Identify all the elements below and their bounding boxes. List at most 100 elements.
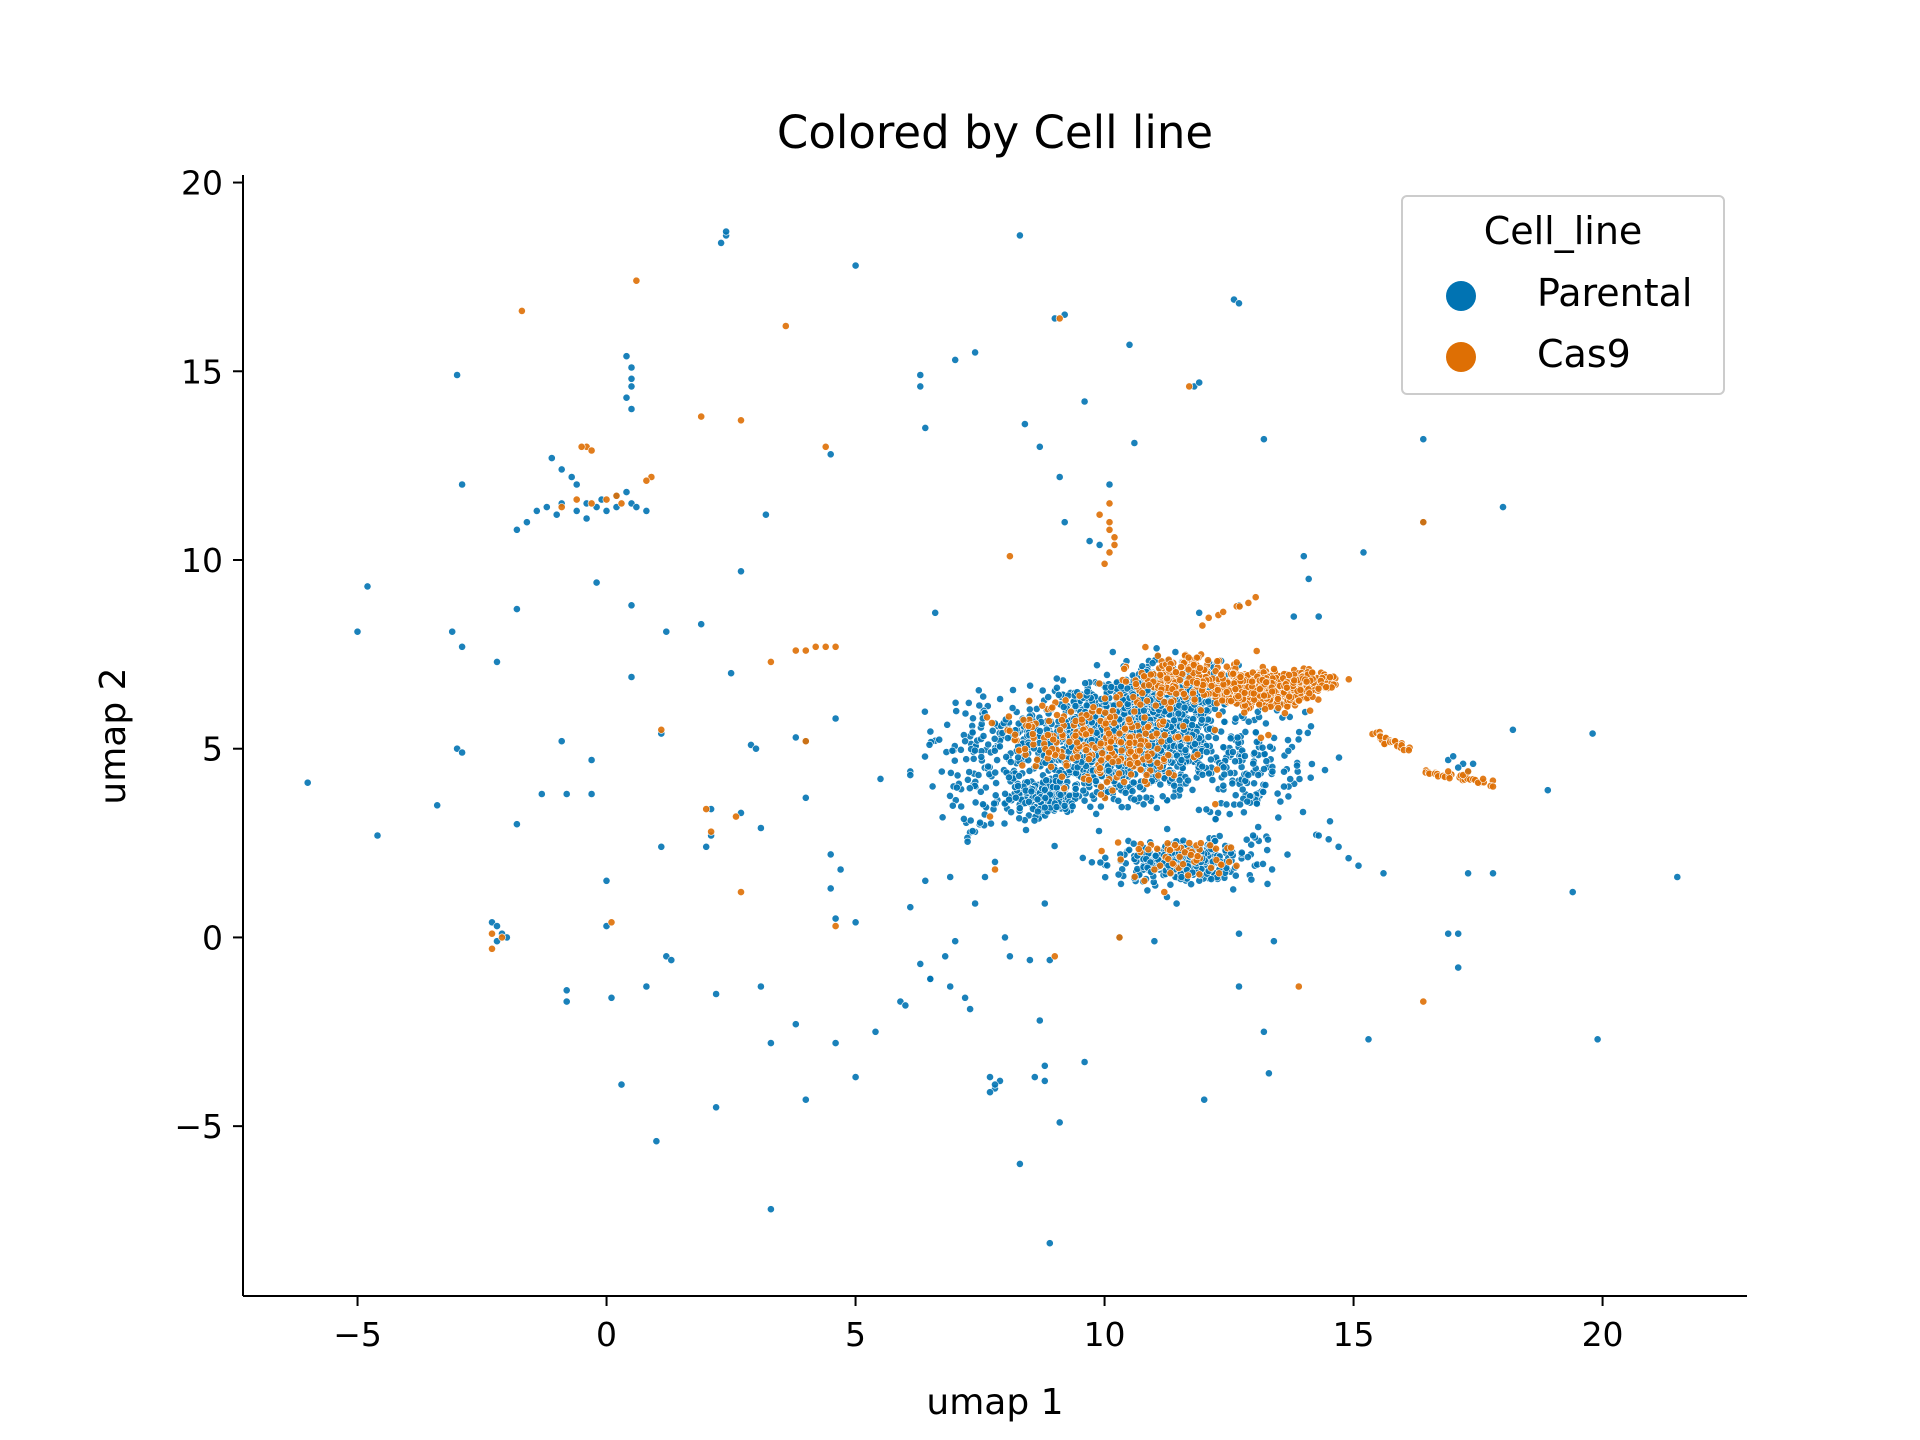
y-tick-label: 20 bbox=[181, 164, 223, 203]
data-point-cas9 bbox=[1195, 870, 1204, 879]
data-point-cas9 bbox=[1140, 876, 1149, 885]
data-point-parental bbox=[1103, 861, 1112, 870]
data-point-cas9 bbox=[1160, 888, 1169, 896]
data-point-parental bbox=[1172, 899, 1181, 908]
data-point-cas9 bbox=[1058, 772, 1066, 781]
data-point-cas9 bbox=[1140, 713, 1149, 722]
data-point-parental bbox=[1082, 701, 1091, 710]
data-point-cas9 bbox=[612, 491, 621, 500]
data-point-parental bbox=[1237, 848, 1246, 857]
data-point-cas9 bbox=[1047, 762, 1055, 771]
data-point-cas9 bbox=[498, 933, 506, 942]
data-point-cas9 bbox=[1097, 847, 1106, 855]
chart-title: Colored by Cell line bbox=[777, 106, 1213, 159]
data-point-cas9 bbox=[1264, 731, 1273, 739]
data-point-parental bbox=[976, 818, 984, 827]
data-point-parental bbox=[762, 510, 770, 519]
data-point-cas9 bbox=[1222, 688, 1231, 696]
data-point-parental bbox=[607, 993, 616, 1002]
data-point-cas9 bbox=[1025, 697, 1034, 705]
data-point-parental bbox=[1042, 776, 1051, 785]
data-point-cas9 bbox=[1196, 664, 1204, 672]
data-point-cas9 bbox=[1050, 952, 1059, 961]
data-point-parental bbox=[1052, 674, 1061, 683]
data-point-parental bbox=[1260, 765, 1268, 773]
data-point-parental bbox=[1419, 435, 1428, 444]
data-point-parental bbox=[1107, 683, 1116, 691]
data-point-cas9 bbox=[1144, 741, 1153, 750]
data-point-parental bbox=[1229, 885, 1238, 894]
data-point-parental bbox=[990, 799, 998, 808]
data-point-parental bbox=[757, 824, 765, 832]
data-point-cas9 bbox=[1085, 755, 1093, 764]
data-point-parental bbox=[537, 790, 546, 798]
x-tick-label: 5 bbox=[845, 1315, 866, 1354]
data-point-parental bbox=[1220, 770, 1229, 779]
data-point-parental bbox=[1027, 787, 1036, 796]
data-point-parental bbox=[1260, 435, 1268, 444]
data-point-cas9 bbox=[1214, 711, 1223, 719]
data-point-cas9 bbox=[1217, 860, 1226, 869]
data-point-parental bbox=[1033, 795, 1042, 804]
data-point-parental bbox=[1254, 771, 1263, 779]
data-point-parental bbox=[1156, 780, 1165, 789]
data-point-parental bbox=[801, 1095, 810, 1104]
data-point-cas9 bbox=[732, 812, 740, 821]
data-point-cas9 bbox=[1179, 722, 1188, 730]
data-point-parental bbox=[1207, 755, 1215, 764]
x-tick-label: 15 bbox=[1333, 1315, 1375, 1354]
data-point-cas9 bbox=[1067, 707, 1075, 716]
data-point-parental bbox=[1273, 789, 1282, 798]
data-point-parental bbox=[627, 673, 636, 681]
data-point-cas9 bbox=[1110, 541, 1119, 549]
data-point-parental bbox=[921, 876, 930, 885]
data-point-cas9 bbox=[642, 476, 651, 485]
data-point-cas9 bbox=[1097, 782, 1105, 791]
data-point-parental bbox=[950, 756, 959, 765]
data-point-cas9 bbox=[1160, 731, 1169, 739]
data-point-cas9 bbox=[1152, 729, 1161, 738]
data-point-parental bbox=[1354, 861, 1363, 870]
y-axis-label: umap 2 bbox=[93, 667, 134, 804]
data-point-parental bbox=[448, 627, 457, 636]
data-point-parental bbox=[1097, 802, 1105, 811]
data-point-cas9 bbox=[1159, 717, 1168, 726]
data-point-parental bbox=[1060, 801, 1069, 810]
data-point-parental bbox=[1588, 729, 1597, 738]
data-point-cas9 bbox=[1095, 510, 1104, 519]
data-point-parental bbox=[1129, 778, 1138, 787]
data-point-parental bbox=[963, 837, 972, 846]
data-point-cas9 bbox=[1419, 518, 1428, 527]
data-point-cas9 bbox=[1061, 696, 1070, 705]
data-point-parental bbox=[1150, 937, 1159, 946]
data-point-parental bbox=[921, 423, 930, 432]
data-point-parental bbox=[1006, 952, 1014, 961]
data-point-cas9 bbox=[811, 642, 820, 651]
data-point-parental bbox=[1254, 823, 1263, 831]
data-point-parental bbox=[1265, 1069, 1273, 1078]
legend-box bbox=[1401, 195, 1725, 395]
data-point-cas9 bbox=[1184, 871, 1192, 880]
data-point-cas9 bbox=[1222, 662, 1231, 671]
data-point-parental bbox=[916, 960, 925, 968]
data-point-cas9 bbox=[1160, 698, 1169, 706]
data-point-cas9 bbox=[1100, 559, 1109, 568]
data-point-cas9 bbox=[1156, 689, 1165, 698]
data-point-parental bbox=[1274, 813, 1283, 822]
data-point-cas9 bbox=[702, 805, 711, 813]
data-point-parental bbox=[977, 753, 986, 761]
data-point-parental bbox=[791, 733, 800, 742]
data-point-cas9 bbox=[1143, 696, 1151, 705]
data-point-parental bbox=[993, 756, 1001, 764]
legend: Cell_line Parental Cas9 bbox=[1401, 195, 1725, 395]
data-point-parental bbox=[966, 1005, 974, 1013]
data-point-parental bbox=[987, 819, 995, 828]
data-point-cas9 bbox=[1153, 844, 1162, 853]
data-point-parental bbox=[1464, 869, 1472, 878]
data-point-parental bbox=[1286, 775, 1295, 783]
data-point-cas9 bbox=[1136, 765, 1145, 774]
data-point-parental bbox=[1284, 736, 1292, 744]
data-point-parental bbox=[906, 771, 915, 779]
data-point-cas9 bbox=[1190, 695, 1199, 704]
data-point-parental bbox=[523, 518, 531, 527]
